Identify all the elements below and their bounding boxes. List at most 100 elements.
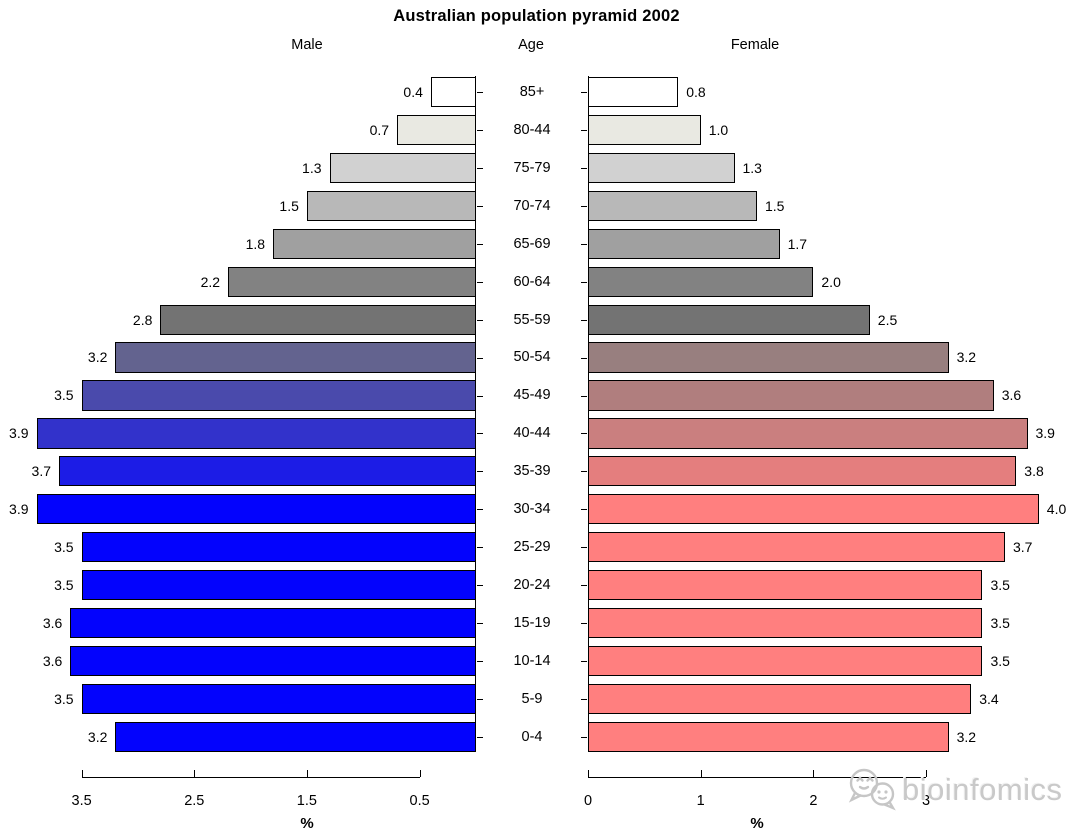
age-label: 40-44	[513, 425, 551, 442]
age-label: 45-49	[513, 387, 551, 404]
row-tick-male	[477, 471, 483, 473]
male-y-axis-line	[475, 76, 476, 752]
male-bar	[81, 532, 476, 563]
male-value-label: 3.5	[54, 576, 74, 593]
row-tick-female	[581, 547, 587, 549]
male-value-label: 0.7	[369, 121, 390, 138]
row-tick-male	[477, 585, 483, 587]
female-axis-tick-label: 0	[583, 793, 593, 809]
male-x-axis-title: %	[300, 815, 314, 832]
female-axis-tick-label: 2	[809, 793, 818, 809]
male-bar	[306, 190, 476, 222]
male-axis-tick	[194, 770, 196, 777]
age-label: 80-44	[513, 121, 551, 138]
female-value-label: 1.7	[787, 235, 808, 252]
female-bar	[588, 266, 814, 297]
row-tick-female	[581, 698, 587, 700]
male-value-label: 3.5	[54, 387, 74, 404]
age-label: 5-9	[521, 690, 543, 707]
female-value-label: 3.7	[1013, 539, 1033, 556]
female-bar	[588, 532, 1005, 563]
female-bar	[588, 114, 701, 146]
male-value-label: 3.2	[87, 349, 108, 366]
row-tick-female	[581, 395, 587, 397]
female-bar	[588, 569, 983, 601]
row-tick-female	[581, 168, 587, 169]
male-value-label: 3.9	[9, 425, 29, 442]
age-label: 30-34	[513, 501, 551, 518]
female-bar	[588, 228, 780, 259]
male-value-label: 3.6	[42, 614, 63, 631]
female-value-label: 1.3	[742, 159, 762, 176]
female-bar	[588, 304, 870, 335]
male-axis-tick	[419, 770, 421, 777]
female-bar	[588, 456, 1017, 487]
row-tick-female	[581, 585, 587, 587]
female-bar	[588, 342, 949, 373]
female-value-label: 4.0	[1046, 501, 1067, 518]
female-bar	[588, 494, 1039, 525]
row-tick-female	[581, 623, 587, 624]
female-value-label: 0.8	[686, 84, 706, 100]
male-x-axis-line	[81, 777, 420, 778]
watermark: bioinfomics	[846, 767, 1063, 811]
male-bar	[36, 494, 476, 525]
female-bar	[588, 152, 735, 184]
female-value-label: 1.0	[708, 121, 729, 138]
male-axis-tick-label: 3.5	[71, 793, 92, 809]
male-bar	[160, 304, 476, 335]
female-axis-tick	[926, 770, 928, 777]
male-bar	[59, 456, 476, 487]
female-value-label: 3.5	[990, 576, 1010, 593]
male-column-header: Male	[291, 37, 323, 53]
row-tick-male	[477, 623, 483, 624]
row-tick-female	[581, 319, 587, 321]
male-bar	[397, 114, 476, 146]
male-bar	[36, 418, 476, 449]
age-column-header: Age	[518, 37, 544, 53]
female-bar	[588, 190, 758, 222]
male-value-label: 1.5	[279, 197, 299, 214]
age-label: 35-39	[513, 463, 551, 480]
female-axis-tick	[588, 770, 589, 777]
row-tick-male	[477, 281, 483, 283]
row-tick-male	[477, 395, 483, 397]
male-bar	[115, 721, 476, 752]
male-value-label: 3.5	[54, 539, 74, 556]
female-x-axis-line	[588, 777, 927, 778]
age-label: 25-29	[513, 539, 551, 556]
age-label: 85+	[519, 84, 545, 100]
female-value-label: 2.0	[821, 273, 841, 290]
male-value-label: 2.2	[200, 273, 221, 290]
female-value-label: 3.5	[990, 614, 1010, 631]
row-tick-female	[581, 736, 587, 738]
male-value-label: 2.8	[132, 311, 153, 328]
row-tick-male	[477, 698, 483, 700]
row-tick-female	[581, 205, 587, 207]
female-value-label: 3.8	[1024, 463, 1044, 480]
female-axis-tick	[700, 770, 702, 777]
male-bar	[430, 77, 476, 108]
row-tick-male	[477, 168, 483, 169]
chart-title: Australian population pyramid 2002	[393, 7, 680, 25]
age-label: 50-54	[513, 349, 551, 366]
age-label: 20-24	[513, 576, 551, 593]
female-axis-tick-label: 1	[696, 793, 705, 809]
age-label: 0-4	[521, 728, 543, 745]
male-axis-tick-label: 2.5	[184, 793, 205, 809]
female-axis-tick-label: 3	[922, 793, 931, 809]
male-bar	[329, 152, 476, 184]
male-value-label: 1.3	[302, 159, 322, 176]
age-label: 15-19	[513, 614, 551, 631]
female-bar	[588, 683, 972, 715]
row-tick-male	[477, 243, 483, 245]
female-axis-tick	[813, 770, 815, 777]
male-axis-tick	[306, 770, 308, 777]
female-value-label: 3.5	[990, 652, 1010, 669]
female-bar	[588, 645, 983, 677]
row-tick-female	[581, 661, 587, 662]
female-column-header: Female	[730, 37, 780, 53]
male-value-label: 3.2	[87, 728, 108, 745]
row-tick-female	[581, 130, 587, 132]
